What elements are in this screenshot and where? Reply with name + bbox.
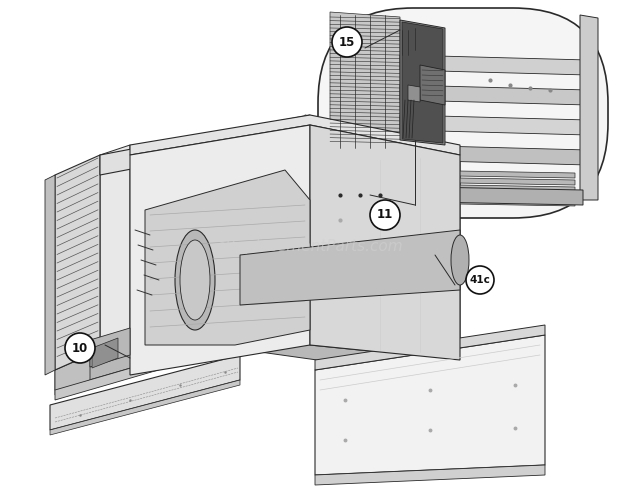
Polygon shape (55, 345, 210, 400)
Polygon shape (400, 198, 575, 206)
Polygon shape (400, 115, 588, 135)
Circle shape (332, 27, 362, 57)
Text: 10: 10 (72, 342, 88, 354)
Polygon shape (92, 338, 118, 368)
Text: 11: 11 (377, 209, 393, 221)
Polygon shape (55, 155, 100, 370)
Polygon shape (310, 125, 460, 360)
Polygon shape (400, 145, 588, 165)
Polygon shape (55, 325, 460, 390)
Ellipse shape (175, 230, 215, 330)
Polygon shape (420, 65, 445, 105)
Polygon shape (310, 155, 460, 360)
Polygon shape (240, 230, 460, 305)
Polygon shape (50, 380, 240, 435)
Text: 41c: 41c (469, 275, 490, 285)
Polygon shape (400, 170, 575, 178)
Polygon shape (580, 15, 598, 200)
Circle shape (370, 200, 400, 230)
Polygon shape (330, 12, 400, 150)
Polygon shape (400, 184, 575, 192)
Polygon shape (90, 328, 130, 367)
Polygon shape (400, 85, 588, 105)
Polygon shape (400, 20, 445, 145)
Polygon shape (400, 177, 575, 185)
Polygon shape (145, 170, 310, 345)
Polygon shape (45, 175, 55, 375)
Polygon shape (402, 22, 443, 143)
Polygon shape (100, 145, 130, 350)
Polygon shape (55, 305, 460, 370)
Polygon shape (55, 355, 90, 395)
FancyBboxPatch shape (318, 8, 608, 218)
Polygon shape (305, 115, 315, 345)
Polygon shape (400, 191, 575, 199)
Polygon shape (100, 115, 310, 175)
Text: 15: 15 (339, 35, 355, 48)
Polygon shape (400, 55, 588, 75)
Polygon shape (315, 325, 545, 370)
Polygon shape (50, 355, 240, 430)
Polygon shape (130, 125, 310, 375)
Polygon shape (315, 465, 545, 485)
Polygon shape (408, 85, 420, 102)
Ellipse shape (451, 235, 469, 285)
Polygon shape (323, 185, 583, 205)
Polygon shape (130, 115, 460, 155)
Text: eReplacementParts.com: eReplacementParts.com (216, 239, 404, 254)
Circle shape (466, 266, 494, 294)
Circle shape (65, 333, 95, 363)
Ellipse shape (180, 240, 210, 320)
Polygon shape (315, 335, 545, 475)
